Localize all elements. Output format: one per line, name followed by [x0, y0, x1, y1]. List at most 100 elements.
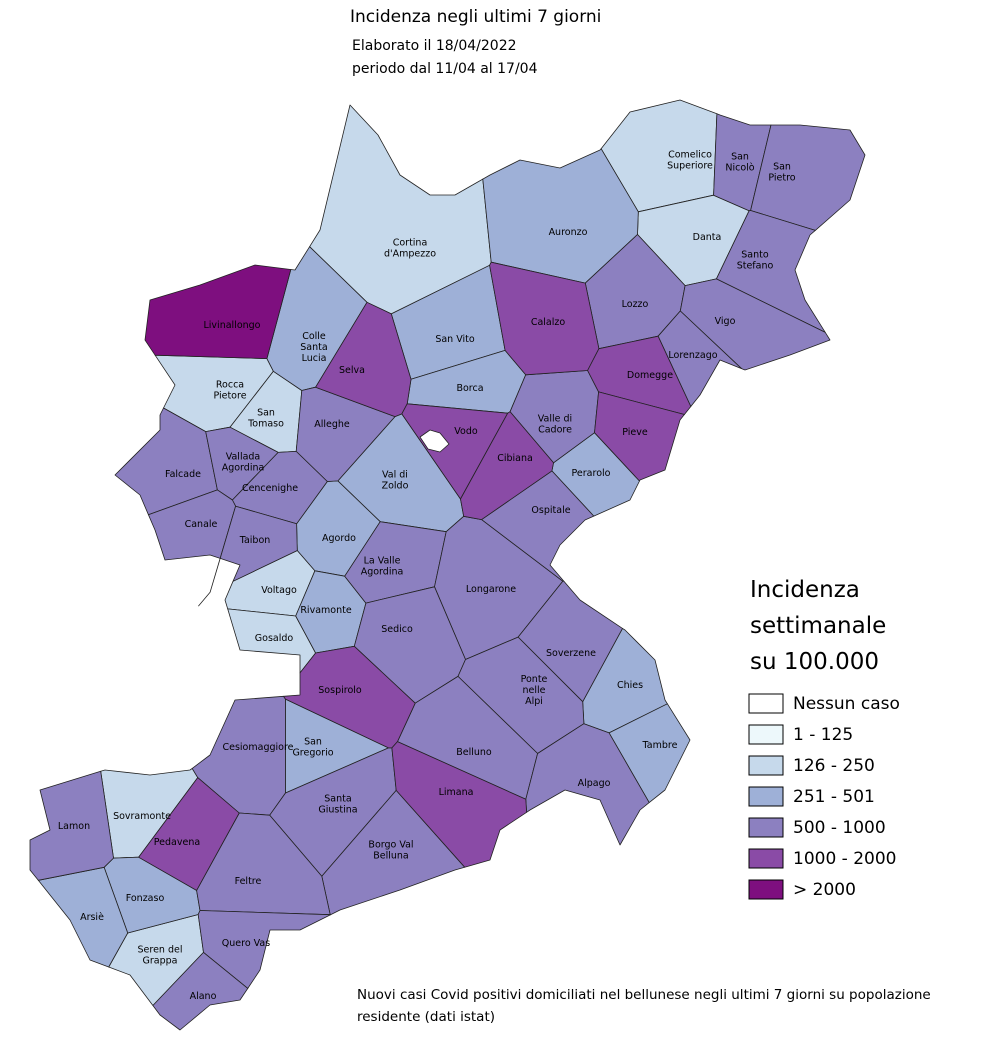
legend-label: Nessun caso — [793, 694, 900, 714]
municipality-label: Sospirolo — [318, 685, 362, 696]
municipality-label: San Nicolò — [725, 152, 754, 174]
region — [283, 645, 416, 749]
legend-swatch — [748, 848, 784, 869]
note-line: Nuovi casi Covid positivi domiciliati ne… — [357, 987, 931, 1003]
municipality-label-line: Pietro — [768, 173, 795, 184]
municipality-label: Ospitale — [531, 505, 570, 516]
municipality-label: Lorenzago — [668, 350, 717, 361]
municipality-label: Borgo Val Belluna — [368, 840, 413, 862]
municipality-label: Vigo — [715, 316, 736, 327]
municipality-label-line: Ponte — [521, 674, 548, 685]
municipality-label: Cencenighe — [242, 483, 298, 494]
municipality-label: Fonzaso — [126, 893, 165, 904]
legend-label: 126 - 250 — [793, 756, 875, 776]
municipality-label: Selva — [339, 365, 365, 376]
municipality-label-line: La Valle — [364, 556, 401, 567]
municipality-label: Santo Stefano — [737, 250, 774, 272]
municipality-label: Belluno — [456, 747, 492, 758]
legend-swatch — [748, 693, 784, 714]
municipality-labels: Cortina d'Ampezzo Comelico Superiore Danta Ro… — [58, 150, 796, 1003]
legend-label: 1000 - 2000 — [793, 849, 896, 869]
municipality-label: Val di Zoldo — [382, 470, 409, 492]
legend-label: 1 - 125 — [793, 725, 853, 745]
municipality-label-line: Alpi — [525, 696, 543, 707]
municipality-label-line: Pietore — [213, 391, 246, 402]
region — [460, 411, 554, 520]
municipality-label-line: Vallada — [226, 452, 261, 463]
municipality-label: Chies — [617, 680, 643, 691]
region — [391, 741, 527, 868]
municipality-label: Sovramonte — [113, 811, 171, 822]
municipality-label: San Gregorio — [292, 737, 333, 759]
municipality-label-line: San — [731, 152, 749, 163]
municipality-label: Cortina d'Ampezzo — [384, 238, 436, 260]
region — [525, 723, 650, 846]
region — [594, 391, 685, 482]
municipality-label: Voltago — [261, 585, 297, 596]
municipality-label: Santa Giustina — [318, 794, 357, 816]
municipality-label-line: San — [257, 408, 275, 419]
municipality-label: Gosaldo — [255, 633, 294, 644]
municipality-label: Calalzo — [531, 317, 566, 328]
municipality-label: Lozzo — [622, 299, 649, 310]
legend-swatch — [748, 786, 784, 807]
municipality-label-line: Lucia — [302, 353, 327, 364]
legend-swatch — [748, 879, 784, 900]
municipality-label: Tambre — [642, 740, 678, 751]
municipality-label-line: Superiore — [667, 161, 713, 172]
municipality-label-line: Santa — [324, 794, 351, 805]
municipality-label-line: d'Ampezzo — [384, 249, 436, 260]
municipality-label: Taibon — [239, 535, 271, 546]
municipality-label: Vallada Agordina — [222, 452, 265, 474]
municipality-label: San Tomaso — [247, 408, 284, 430]
municipality-label: Alleghe — [314, 419, 350, 430]
region — [315, 301, 412, 418]
municipality-label-line: San — [773, 162, 791, 173]
region — [608, 703, 691, 803]
municipality-label-line: Valle di — [538, 414, 572, 425]
municipality-label: Perarolo — [572, 468, 611, 479]
municipality-label: Rocca Pietore — [213, 380, 246, 402]
region — [219, 505, 298, 582]
municipality-label: Livinallongo — [204, 320, 261, 331]
regions — [29, 99, 866, 1031]
municipality-label-line: Tomaso — [247, 419, 284, 430]
municipality-label: Comelico Superiore — [667, 150, 713, 172]
title: Incidenza negli ultimi 7 giorni — [350, 7, 601, 27]
municipality-label: Seren del Grappa — [138, 945, 183, 967]
municipality-label-line: Grappa — [143, 956, 178, 967]
legend-title: Incidenza — [750, 577, 860, 603]
municipality-label-line: Gregorio — [292, 748, 333, 759]
municipality-label-line: Giustina — [318, 805, 357, 816]
municipality-label: Cesiomaggiore — [222, 742, 293, 753]
municipality-label: Pedavena — [154, 837, 200, 848]
municipality-label-line: Colle — [302, 331, 326, 342]
municipality-label: Quero Vas — [222, 938, 270, 949]
municipality-label-line: nelle — [523, 685, 546, 696]
municipality-label: Cibiana — [497, 453, 533, 464]
municipality-label: San Pietro — [768, 162, 795, 184]
municipality-label-line: San — [304, 737, 322, 748]
legend-label: 500 - 1000 — [793, 818, 886, 838]
note-line: residente (dati istat) — [357, 1009, 495, 1025]
municipality-label: Lamon — [58, 821, 90, 832]
municipality-label-line: Cadore — [538, 425, 572, 436]
municipality-label: Canale — [185, 519, 218, 530]
municipality-label: Agordo — [322, 533, 356, 544]
municipality-label: Arsiè — [80, 912, 104, 923]
municipality-label-line: Borgo Val — [368, 840, 413, 851]
municipality-label: Soverzene — [546, 648, 596, 659]
legend: Incidenza settimanale su 100.000 Nessun cas… — [748, 577, 900, 900]
date: Elaborato il 18/04/2022 — [352, 38, 517, 54]
municipality-label-line: Belluna — [373, 851, 409, 862]
municipality-label: Falcade — [165, 469, 201, 480]
municipality-label-line: Santo — [741, 250, 769, 261]
municipality-label-line: Cortina — [393, 238, 428, 249]
municipality-label: La Valle Agordina — [361, 556, 404, 578]
municipality-label: Colle Santa Lucia — [300, 331, 327, 364]
municipality-label: Alano — [190, 991, 217, 1002]
legend-swatch — [748, 817, 784, 838]
municipality-label: Limana — [439, 787, 474, 798]
legend-swatch — [748, 724, 784, 745]
